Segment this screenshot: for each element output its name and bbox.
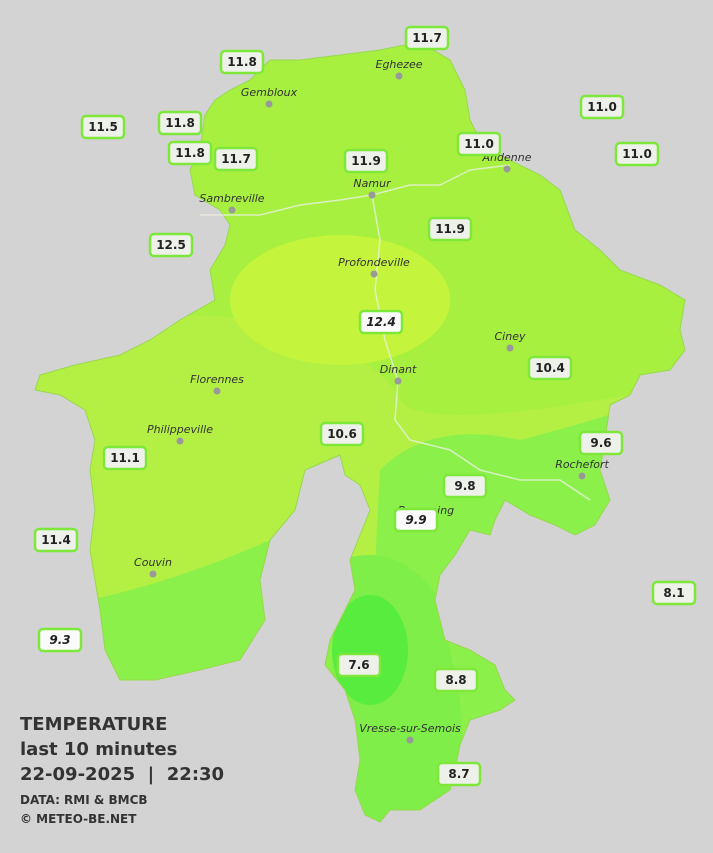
station-box (80, 114, 126, 140)
station-temperature: 11.0 (464, 137, 494, 151)
station-box (527, 355, 573, 381)
city-dot (395, 72, 403, 80)
station-temperature: 11.8 (165, 116, 195, 130)
city-name: Eghezee (376, 58, 423, 71)
cities: EghezeeGemblouxAndenneNamurSambrevillePr… (134, 58, 609, 744)
city-name: Dinant (380, 363, 417, 376)
stations: 11.7 11.8 11.5 11.8 11.8 11.7 11.9 11.0 11.0 11.0… (33, 25, 697, 787)
station-temperature: 9.6 (590, 436, 611, 450)
station-temperature: 11.8 (175, 146, 205, 160)
city-name: Philippeville (147, 423, 213, 436)
station-temperature: 11.8 (227, 55, 257, 69)
legend-datetime: 22-09-2025 | 22:30 (20, 764, 224, 785)
city-dot (265, 100, 273, 108)
legend-copyright: © METEO-BE.NET (20, 812, 137, 826)
city-name: Rochefort (555, 458, 609, 471)
station-box (219, 49, 265, 75)
station-temperature: 12.5 (156, 238, 186, 252)
city-dot (394, 377, 402, 385)
city-name: Couvin (134, 556, 172, 569)
city-dot (506, 344, 514, 352)
station-temperature: 8.1 (663, 586, 684, 600)
city-name: Gembloux (241, 86, 298, 99)
city-dot (406, 736, 414, 744)
station-temperature: 8.8 (445, 673, 466, 687)
legend-subtitle: last 10 minutes (20, 739, 177, 760)
station-temperature: 9.8 (454, 479, 475, 493)
station-box (358, 309, 404, 335)
station-box (393, 507, 439, 533)
legend-source: DATA: RMI & BMCB (20, 793, 148, 807)
station-box (404, 25, 450, 51)
station-box (578, 430, 624, 456)
legend: TEMPERATURE last 10 minutes 22-09-2025 |… (20, 714, 224, 826)
station-box (456, 131, 502, 157)
station-temperature: 10.4 (535, 361, 565, 375)
legend-title: TEMPERATURE (20, 714, 167, 735)
station-box (319, 421, 365, 447)
station-temperature: 11.1 (110, 451, 140, 465)
station-temperature: 11.4 (41, 533, 71, 547)
station-temperature: 11.9 (435, 222, 465, 236)
station-box (336, 652, 382, 678)
station-temperature: 11.5 (88, 120, 118, 134)
city-dot (370, 270, 378, 278)
city-dot (368, 191, 376, 199)
station-temperature: 9.9 (405, 513, 426, 527)
city-name: Profondeville (338, 256, 410, 269)
station-temperature: 8.7 (448, 767, 469, 781)
city-dot (213, 387, 221, 395)
city-name: Vresse-sur-Semois (359, 722, 461, 735)
station-temperature: 11.7 (412, 31, 442, 45)
city-name: Ciney (495, 330, 526, 343)
station-box (167, 140, 213, 166)
city-name: Sambreville (199, 192, 264, 205)
station-temperature: 11.7 (221, 152, 251, 166)
station-box (213, 146, 259, 172)
city-dot (578, 472, 586, 480)
station-box (33, 527, 79, 553)
station-box (102, 445, 148, 471)
city-dot (149, 570, 157, 578)
station-box (433, 667, 479, 693)
station-box (614, 141, 660, 167)
station-box (579, 94, 625, 120)
station-temperature: 11.9 (351, 154, 381, 168)
station-box (442, 473, 488, 499)
station-box (343, 148, 389, 174)
city-dot (176, 437, 184, 445)
station-temperature: 10.6 (327, 427, 357, 441)
station-box (436, 761, 482, 787)
station-box (148, 232, 194, 258)
station-box (157, 110, 203, 136)
station-temperature: 11.0 (622, 147, 652, 161)
station-temperature: 11.0 (587, 100, 617, 114)
station-temperature: 7.6 (348, 658, 369, 672)
station-temperature: 12.4 (366, 315, 396, 329)
city-dot (503, 165, 511, 173)
city-name: Namur (353, 177, 392, 190)
station-box (651, 580, 697, 606)
station-box (427, 216, 473, 242)
station-box (37, 627, 83, 653)
station-temperature: 9.3 (49, 633, 70, 647)
city-name: Florennes (190, 373, 244, 386)
city-dot (228, 206, 236, 214)
